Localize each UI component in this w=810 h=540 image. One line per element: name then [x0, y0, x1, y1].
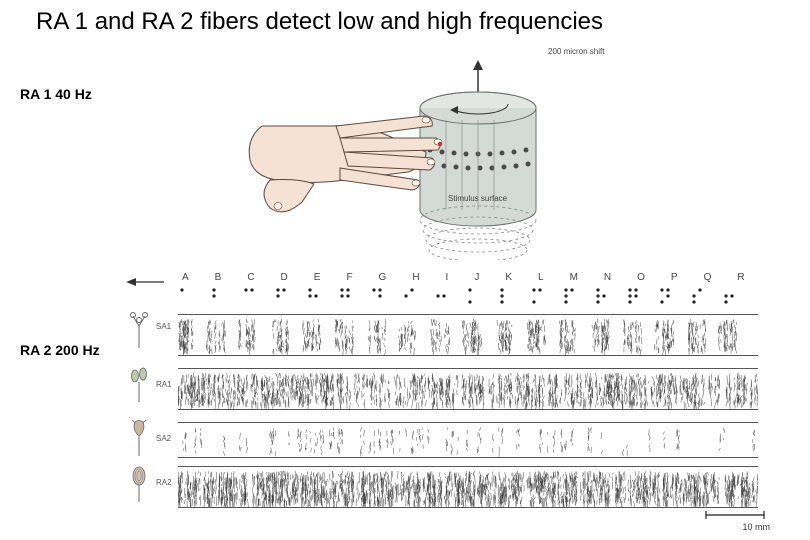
scale-bar-label: 10 mm [742, 522, 770, 532]
shift-label: 200 micron shift [548, 48, 604, 57]
sa1-label: SA1 [156, 322, 171, 331]
hand-cylinder-illustration [240, 60, 580, 260]
scale-bar: 10 mm [700, 507, 770, 530]
sa2-response-track [178, 422, 758, 458]
ra2-response-track [178, 466, 758, 508]
sa1-icon [128, 312, 150, 348]
ra1-freq-label: RA 1 40 Hz [20, 86, 92, 102]
scan-direction-arrow [126, 276, 166, 288]
braille-pattern-row [178, 286, 758, 310]
ra2-icon [128, 466, 150, 502]
ra2-freq-label: RA 2 200 Hz [20, 342, 100, 358]
ra1-response-track [178, 368, 758, 410]
sa2-icon [128, 420, 150, 456]
ra1-label: RA1 [156, 380, 172, 389]
ra1-icon [128, 366, 150, 402]
stimulus-surface-label: Stimulus surface [448, 195, 507, 204]
sa1-response-track [178, 314, 758, 356]
column-letters: ABCDEFGHIJKLMNOPQR [182, 272, 771, 283]
ra2-label-text: RA2 [156, 478, 172, 487]
page-title: RA 1 and RA 2 fibers detect low and high… [36, 8, 603, 36]
sa2-label-text: SA2 [156, 434, 171, 443]
